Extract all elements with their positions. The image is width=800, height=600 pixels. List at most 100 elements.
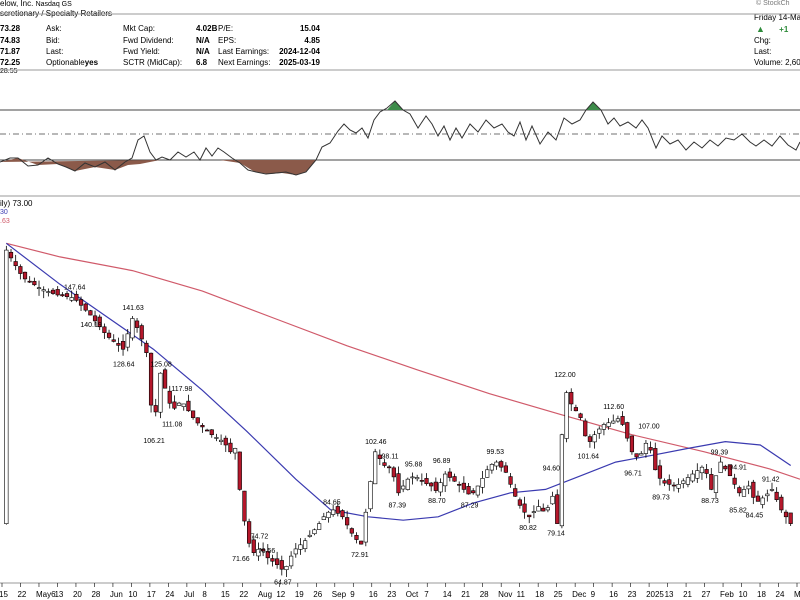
- data-label: 72.91: [351, 552, 369, 559]
- candle-down: [573, 407, 579, 412]
- candle-down: [204, 429, 210, 432]
- data-label: 70.56: [258, 548, 276, 555]
- candle-down: [270, 558, 275, 562]
- x-tick-label: 15: [0, 590, 8, 599]
- candle-up: [690, 473, 695, 482]
- candle-down: [657, 465, 663, 479]
- candle-down: [265, 551, 270, 559]
- x-tick-label: 13: [54, 590, 63, 599]
- candle-up: [401, 485, 406, 490]
- candle-up: [681, 480, 686, 484]
- candle-up: [601, 424, 607, 430]
- candle-down: [97, 316, 102, 328]
- company-name: elow, Inc. Nasdaq GS: [0, 0, 72, 8]
- candle-down: [120, 341, 126, 350]
- candle-up: [760, 497, 765, 505]
- x-tick-label: 9: [591, 590, 596, 599]
- candle-down: [18, 266, 23, 274]
- candle-up: [373, 451, 378, 485]
- candle-down: [22, 271, 28, 280]
- candle-down: [774, 491, 779, 500]
- x-tick-label: 26: [313, 590, 322, 599]
- x-tick-label: Jul: [184, 590, 194, 599]
- x-tick-label: 13: [665, 590, 674, 599]
- candle-down: [513, 488, 518, 497]
- x-tick-label: 8: [202, 590, 207, 599]
- candle-down: [527, 514, 532, 518]
- fwd-yield-value: N/A: [196, 47, 210, 56]
- eps-label: EPS:: [218, 36, 237, 45]
- x-tick-label: 21: [683, 590, 692, 599]
- candle-down: [391, 467, 396, 478]
- candle-down: [648, 447, 653, 451]
- candle-up: [298, 544, 303, 550]
- candle-down: [134, 320, 140, 328]
- candle-up: [69, 297, 74, 301]
- candle-down: [275, 558, 280, 565]
- x-tick-label: Jun: [110, 590, 123, 599]
- price-optionable: 72.25: [0, 58, 21, 67]
- candle-up: [415, 477, 420, 480]
- candle-down: [737, 487, 742, 494]
- candle-up: [536, 506, 541, 512]
- price-ask: 73.28: [0, 24, 21, 33]
- x-tick-label: 15: [221, 590, 230, 599]
- candle-down: [345, 517, 350, 526]
- candle-down: [8, 251, 14, 259]
- candle-up: [293, 548, 298, 555]
- candle-down: [433, 481, 438, 491]
- sma50-line: [5, 242, 792, 521]
- candle-up: [363, 511, 368, 543]
- x-tick-label: 14: [443, 590, 452, 599]
- data-label: 84.65: [323, 500, 341, 507]
- candle-up: [559, 434, 565, 527]
- data-label: 85.82: [729, 508, 747, 515]
- data-label: 91.42: [762, 477, 780, 484]
- candle-down: [457, 483, 462, 486]
- change-row: ▲ +1: [756, 24, 788, 35]
- exchange: Nasdaq GS: [35, 1, 72, 8]
- candle-down: [667, 479, 672, 485]
- eps-value: 4.85: [304, 36, 320, 45]
- fwd-dividend-value: N/A: [196, 36, 210, 45]
- x-tick-label: Dec: [572, 590, 586, 599]
- candle-up: [545, 507, 550, 511]
- candle-down: [162, 369, 168, 389]
- indicator-value: 28.55: [0, 68, 18, 75]
- data-label: 128.64: [113, 361, 135, 368]
- candle-down: [499, 461, 504, 468]
- date-label: Friday 14-Ma: [754, 13, 800, 22]
- candle-down: [709, 474, 714, 490]
- candle-down: [662, 480, 667, 484]
- x-tick-label: 18: [757, 590, 766, 599]
- legend-sma50: 30: [0, 209, 8, 216]
- x-tick-label: Oct: [406, 590, 419, 599]
- candle-up: [46, 291, 51, 293]
- candle-down: [102, 326, 107, 333]
- candle-up: [368, 481, 373, 510]
- x-tick-label: 23: [387, 590, 396, 599]
- x-tick-label: 20: [73, 590, 82, 599]
- candlestick-series: [4, 245, 793, 578]
- candle-down: [522, 503, 527, 513]
- candle-down: [377, 454, 382, 459]
- x-tick-label: Sep: [332, 590, 347, 599]
- candle-up: [214, 437, 219, 439]
- x-tick-label: Ma: [794, 590, 800, 599]
- data-label: 80.82: [519, 525, 537, 532]
- candle-down: [195, 417, 200, 424]
- candle-down: [261, 548, 266, 552]
- candle-down: [671, 484, 677, 487]
- candle-down: [396, 473, 401, 494]
- x-tick-label: May6: [36, 590, 56, 599]
- candle-up: [438, 482, 443, 493]
- x-tick-label: 16: [369, 590, 378, 599]
- candle-down: [237, 451, 242, 490]
- candle-up: [713, 475, 719, 493]
- candle-down: [732, 477, 737, 485]
- candle-up: [615, 418, 621, 422]
- x-tick-label: 19: [295, 590, 304, 599]
- candle-down: [382, 462, 387, 466]
- candle-up: [746, 485, 751, 490]
- candle-down: [209, 429, 214, 436]
